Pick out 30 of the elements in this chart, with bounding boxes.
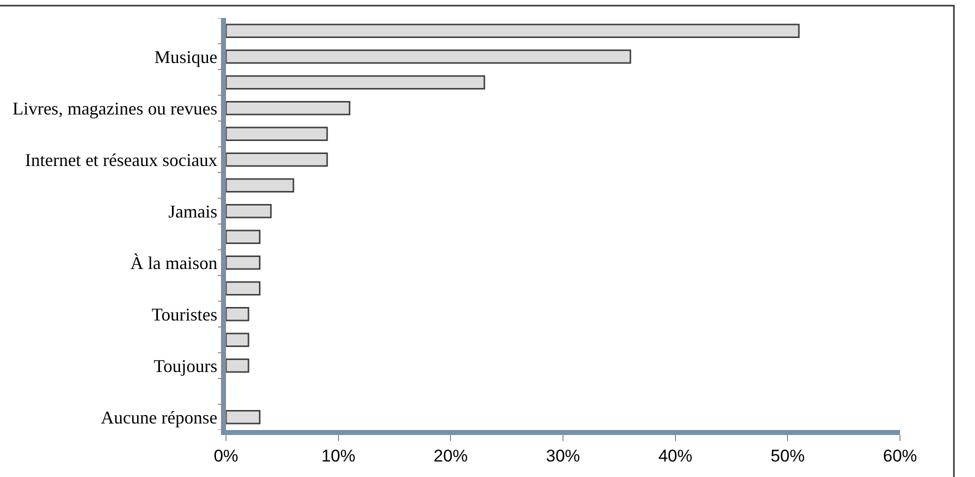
y-tick-label: À la maison: [130, 252, 218, 273]
x-tick-label: 30%: [546, 446, 580, 466]
y-tick-label: Internet et réseaux sociaux: [24, 150, 218, 170]
bar: [226, 152, 328, 167]
bar: [226, 178, 294, 193]
y-tick-label: Musique: [154, 46, 218, 67]
bar: [226, 410, 260, 424]
x-tick-label: 20%: [434, 446, 468, 466]
bar: [226, 204, 272, 218]
x-tick-label: 40%: [658, 446, 692, 466]
x-tick-label: 60%: [882, 446, 918, 466]
x-tick-label: 50%: [770, 446, 805, 466]
y-tick-label: Jamais: [168, 201, 218, 222]
y-tick-label: Touristes: [152, 304, 218, 324]
y-tick-label: Aucune réponse: [100, 407, 218, 428]
bar: [226, 100, 350, 116]
bar: [226, 75, 486, 90]
x-tick-label: 0%: [214, 446, 238, 466]
bar: [226, 126, 328, 142]
bar: [226, 281, 260, 296]
x-tick-label: 10%: [321, 446, 356, 466]
bar: [226, 49, 632, 64]
bar: [226, 230, 260, 244]
bar: [226, 255, 260, 270]
bar: [226, 306, 250, 322]
bar: [226, 358, 250, 373]
y-tick-label: Livres, magazines ou revues: [12, 98, 218, 118]
bar: [226, 332, 250, 348]
bar: [226, 24, 800, 38]
y-tick-label: Toujours: [154, 356, 218, 376]
